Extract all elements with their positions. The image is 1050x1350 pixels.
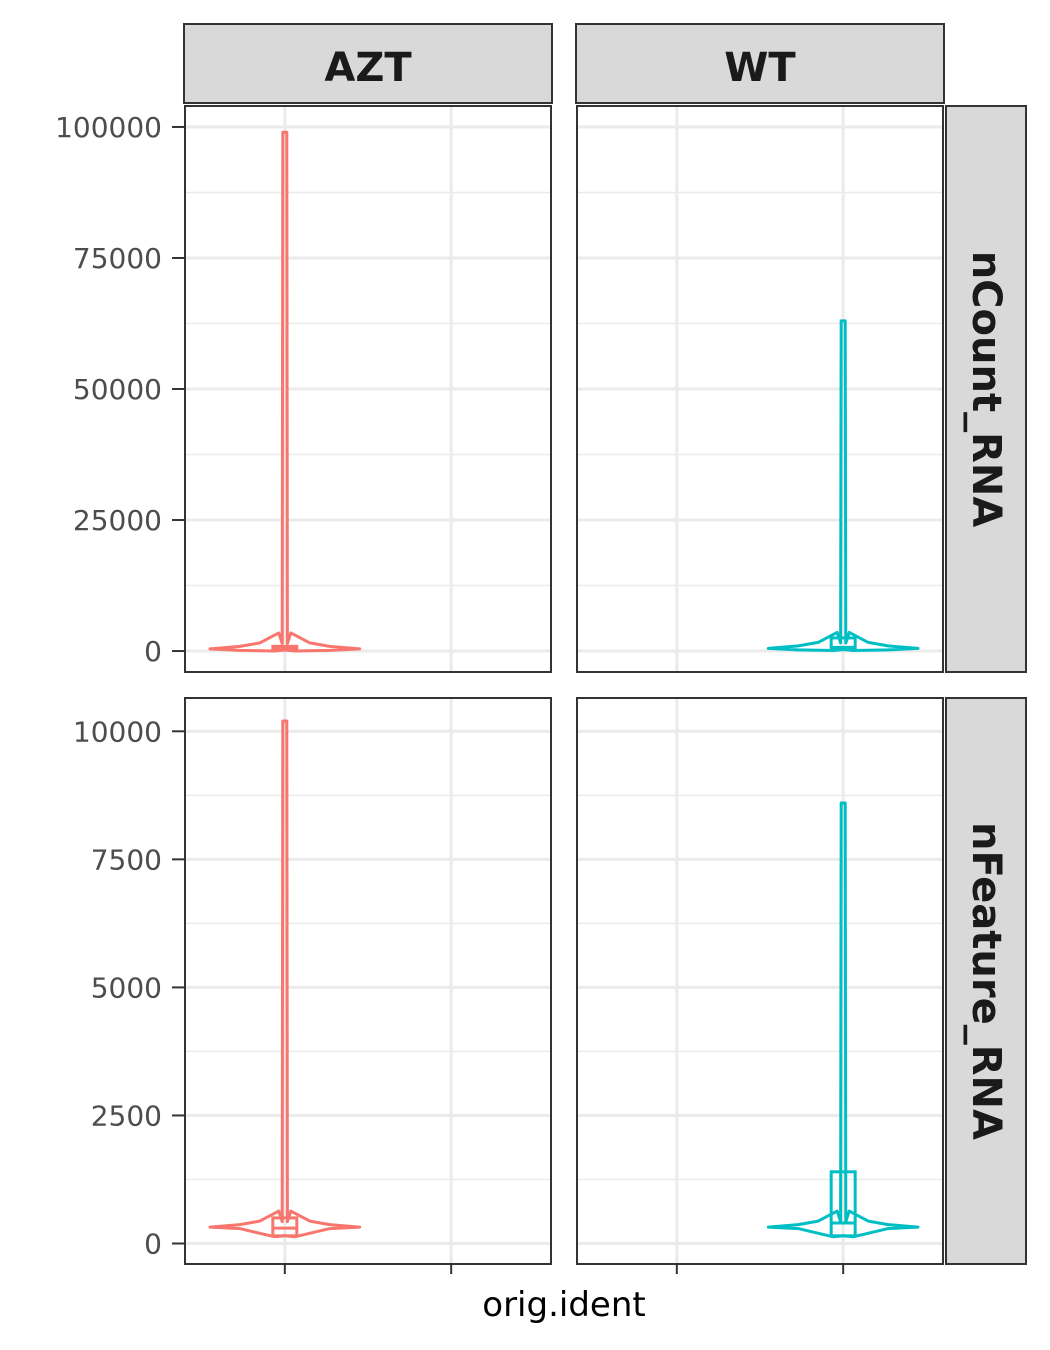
boxplot-wt-ncount_rna xyxy=(829,636,857,651)
y-tick-label: 5000 xyxy=(91,971,162,1004)
strip-col-wt xyxy=(575,23,945,104)
y-tick-label: 25000 xyxy=(73,504,162,537)
y-tick-label: 100000 xyxy=(55,111,162,144)
y-tick-label: 50000 xyxy=(73,373,162,406)
y-tick-label: 10000 xyxy=(73,715,162,748)
y-tick-label: 7500 xyxy=(91,843,162,876)
panel-border xyxy=(184,697,552,1265)
strip-row-label: nCount_RNA xyxy=(963,251,1009,528)
strip-row-nfeature_rna xyxy=(945,697,1027,1265)
boxplot-wt-nfeature_rna xyxy=(829,1170,857,1238)
panel-border xyxy=(576,105,944,673)
y-tick-label: 0 xyxy=(144,1228,162,1261)
panel-background xyxy=(577,698,943,1264)
x-axis-title: orig.ident xyxy=(482,1285,645,1325)
y-tick-label: 2500 xyxy=(91,1099,162,1132)
y-tick-label: 75000 xyxy=(73,242,162,275)
strip-col-azt xyxy=(183,23,553,104)
panel-background xyxy=(185,698,551,1264)
strip-row-ncount_rna xyxy=(945,105,1027,673)
panel-border xyxy=(576,697,944,1265)
strip-row-label: nFeature_RNA xyxy=(963,822,1009,1140)
strip-col-label: AZT xyxy=(324,45,412,91)
y-tick-label: 0 xyxy=(144,635,162,668)
strip-col-label: WT xyxy=(724,45,796,91)
